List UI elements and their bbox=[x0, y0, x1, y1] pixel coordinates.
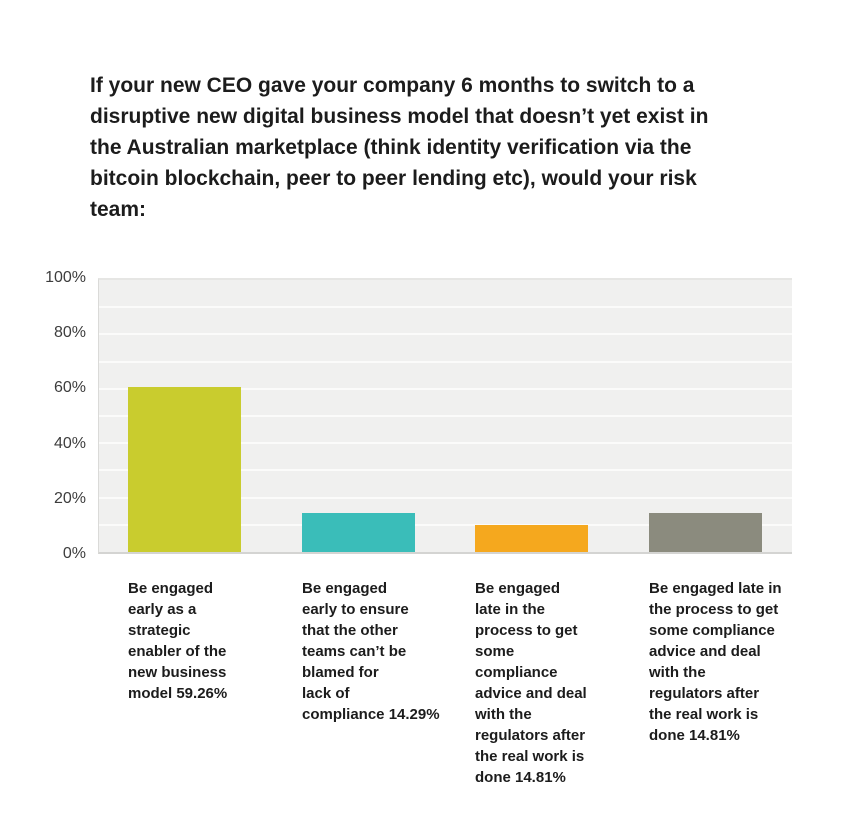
gridline bbox=[99, 415, 792, 417]
y-axis-tick-label: 100% bbox=[45, 269, 86, 286]
gridline bbox=[99, 497, 792, 499]
category-label-4: Be engaged late in the process to get so… bbox=[649, 580, 782, 744]
gridline bbox=[99, 524, 792, 526]
bar-4 bbox=[649, 513, 762, 552]
gridline bbox=[99, 388, 792, 390]
gridline bbox=[99, 306, 792, 308]
y-axis: 100% 80% 60% 40% 20% 0% bbox=[0, 269, 86, 562]
question-title: If your new CEO gave your company 6 mont… bbox=[90, 74, 709, 221]
gridline bbox=[99, 469, 792, 471]
category-label-3: Be engaged late in the process to get so… bbox=[475, 580, 587, 786]
plot-area bbox=[98, 278, 792, 554]
gridline bbox=[99, 361, 792, 363]
category-label-2: Be engaged early to ensure that the othe… bbox=[302, 580, 440, 723]
bar-1 bbox=[128, 387, 241, 552]
bar-2 bbox=[302, 513, 415, 552]
y-axis-tick-label: 0% bbox=[62, 545, 86, 562]
y-axis-tick-label: 20% bbox=[53, 490, 86, 507]
y-axis-tick-label: 80% bbox=[53, 324, 86, 341]
y-axis-tick-label: 40% bbox=[53, 435, 86, 452]
bar-3 bbox=[475, 525, 588, 552]
category-label-1: Be engaged early as a strategic enabler … bbox=[128, 580, 228, 702]
y-axis-tick-label: 60% bbox=[53, 379, 86, 396]
gridline bbox=[99, 442, 792, 444]
gridline bbox=[99, 333, 792, 335]
